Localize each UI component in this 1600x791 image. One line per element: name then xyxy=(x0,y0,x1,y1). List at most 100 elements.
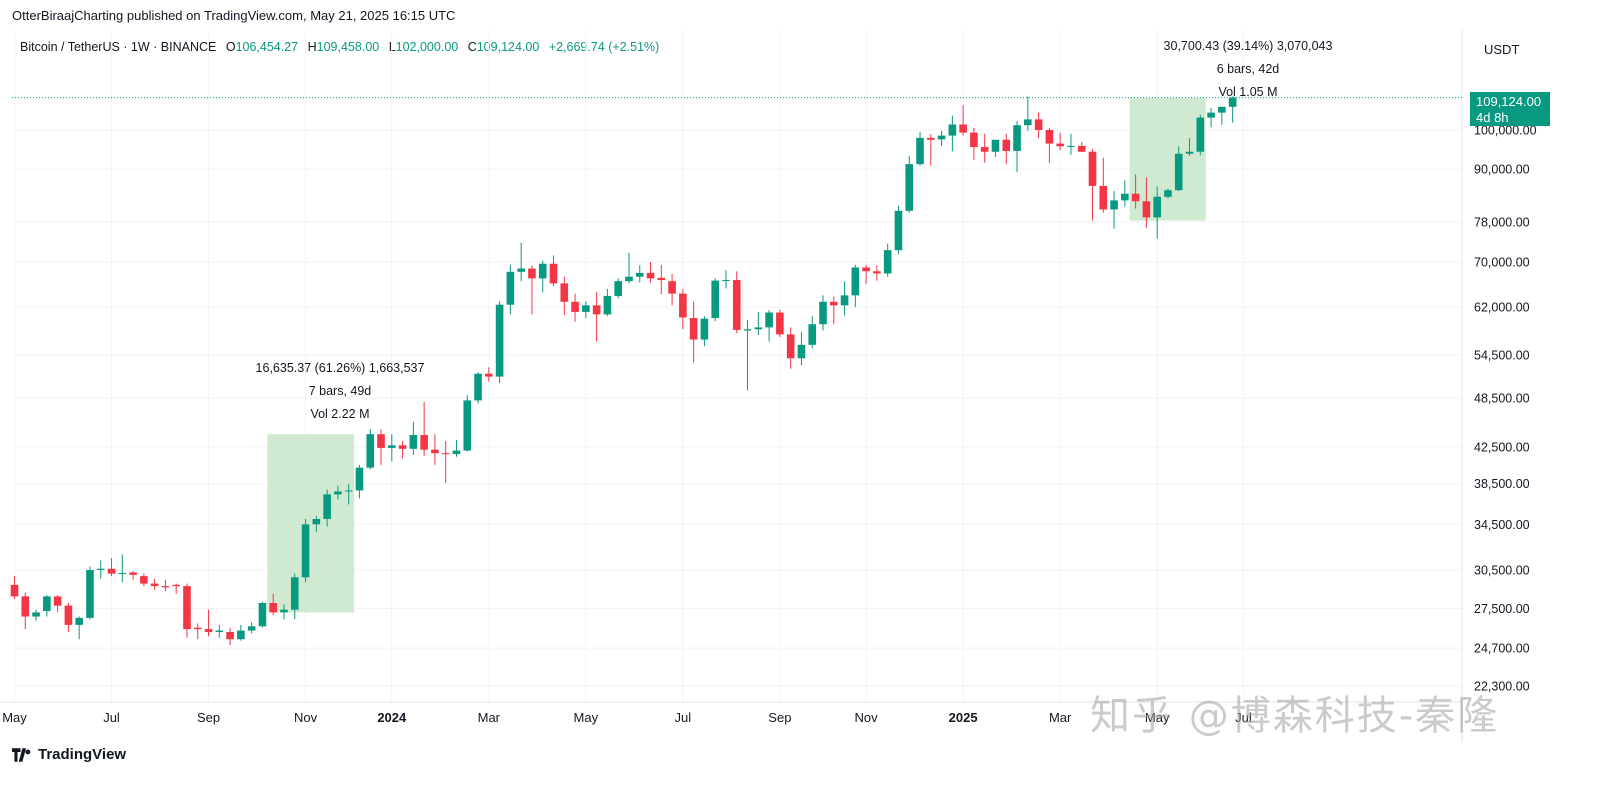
candle xyxy=(927,134,935,166)
currency-label[interactable]: USDT xyxy=(1484,42,1520,57)
y-tick-label: 38,500.00 xyxy=(1474,477,1530,491)
candle-body xyxy=(129,572,137,575)
published-line: OtterBiraajCharting published on Trading… xyxy=(12,8,456,23)
candle xyxy=(312,515,321,532)
candle-body xyxy=(1110,200,1118,210)
candle-body xyxy=(603,295,612,315)
high-value: 109,458.00 xyxy=(316,40,380,54)
candle-body xyxy=(1045,130,1054,144)
candle-body xyxy=(75,617,83,625)
candle xyxy=(722,270,730,289)
candle-body xyxy=(183,586,191,630)
candle-body xyxy=(32,612,40,617)
candle-body xyxy=(312,518,321,525)
candle xyxy=(474,372,482,404)
candle-body xyxy=(1218,106,1226,113)
candle xyxy=(377,429,385,465)
candle xyxy=(528,265,536,315)
candle-body xyxy=(916,137,924,165)
candle-body xyxy=(366,434,375,468)
candle xyxy=(172,583,180,594)
candle-body xyxy=(668,281,676,294)
candle xyxy=(711,278,719,322)
candle xyxy=(463,395,472,452)
candle-body xyxy=(441,453,450,455)
close-key: C xyxy=(467,40,477,54)
candle-body xyxy=(528,268,536,279)
x-tick-label: Jul xyxy=(675,710,692,725)
tradingview-logo-icon xyxy=(12,747,31,762)
bar-countdown: 4d 8h xyxy=(1476,110,1509,125)
open-key: O xyxy=(225,40,236,54)
brand-name: TradingView xyxy=(38,746,127,763)
candle-body xyxy=(204,629,213,632)
candle xyxy=(538,260,547,293)
candle xyxy=(334,485,342,500)
candle xyxy=(980,133,989,163)
candle-body xyxy=(582,305,590,312)
candle xyxy=(840,281,849,316)
candle-body xyxy=(506,271,515,305)
candle-body xyxy=(743,329,752,331)
candle-body xyxy=(452,450,461,455)
candle-body xyxy=(140,576,148,584)
current-price-tag: 109,124.00 4d 8h xyxy=(1470,92,1550,126)
x-tick-label: Sep xyxy=(768,710,791,725)
candle xyxy=(215,624,224,638)
candle-body xyxy=(797,344,806,359)
y-tick-label: 24,700.00 xyxy=(1474,642,1530,656)
candle xyxy=(129,571,137,580)
candle xyxy=(1110,191,1118,229)
y-tick-label: 54,500.00 xyxy=(1474,348,1530,362)
candle-body xyxy=(1174,153,1183,191)
candle-body xyxy=(549,263,558,284)
candle xyxy=(560,276,569,315)
candle xyxy=(916,131,924,166)
candle xyxy=(485,367,493,382)
candle xyxy=(1088,149,1097,221)
candle-body xyxy=(1034,119,1043,130)
candle xyxy=(1228,96,1237,123)
candle xyxy=(829,296,838,325)
candle-body xyxy=(1228,97,1237,107)
candle-body xyxy=(258,602,267,627)
candle-body xyxy=(193,627,202,630)
ohlc-legend: Bitcoin / TetherUS · 1W · BINANCE O106,4… xyxy=(20,40,659,54)
candle-body xyxy=(388,445,396,448)
candles xyxy=(10,96,1237,646)
candle xyxy=(506,264,515,315)
candle xyxy=(851,264,860,308)
candle-body xyxy=(43,596,51,612)
measure-2-change: 30,700.43 (39.14%) 3,070,043 xyxy=(1163,39,1333,53)
x-tick-label: 2025 xyxy=(949,710,978,725)
candle xyxy=(883,243,892,277)
candle xyxy=(582,301,590,319)
candle xyxy=(657,264,666,295)
candle-body xyxy=(948,124,957,136)
candle-body xyxy=(1099,185,1108,210)
symbol-label[interactable]: Bitcoin / TetherUS · 1W · BINANCE xyxy=(20,40,217,54)
candle-body xyxy=(1121,193,1129,201)
y-tick-label: 42,500.00 xyxy=(1474,441,1530,455)
measure-2-volume: Vol 1.05 M xyxy=(1218,85,1278,99)
candle xyxy=(819,295,827,331)
candle-body xyxy=(226,631,234,640)
x-tick-label: Mar xyxy=(1049,710,1072,725)
candle xyxy=(1185,138,1194,156)
candle xyxy=(43,595,51,617)
candle xyxy=(862,264,870,284)
x-tick-label: May xyxy=(2,710,27,725)
tradingview-brand[interactable]: TradingView xyxy=(12,746,126,763)
y-tick-label: 90,000.00 xyxy=(1474,163,1530,177)
candle-body xyxy=(1067,145,1075,147)
candle-body xyxy=(1002,139,1011,151)
candle xyxy=(398,440,407,459)
grid-lines xyxy=(12,30,1462,702)
candle xyxy=(1131,174,1140,209)
candle xyxy=(86,566,94,620)
candle xyxy=(937,130,946,146)
candle-body xyxy=(118,573,127,575)
candle-body xyxy=(625,276,633,282)
candle xyxy=(948,115,957,152)
